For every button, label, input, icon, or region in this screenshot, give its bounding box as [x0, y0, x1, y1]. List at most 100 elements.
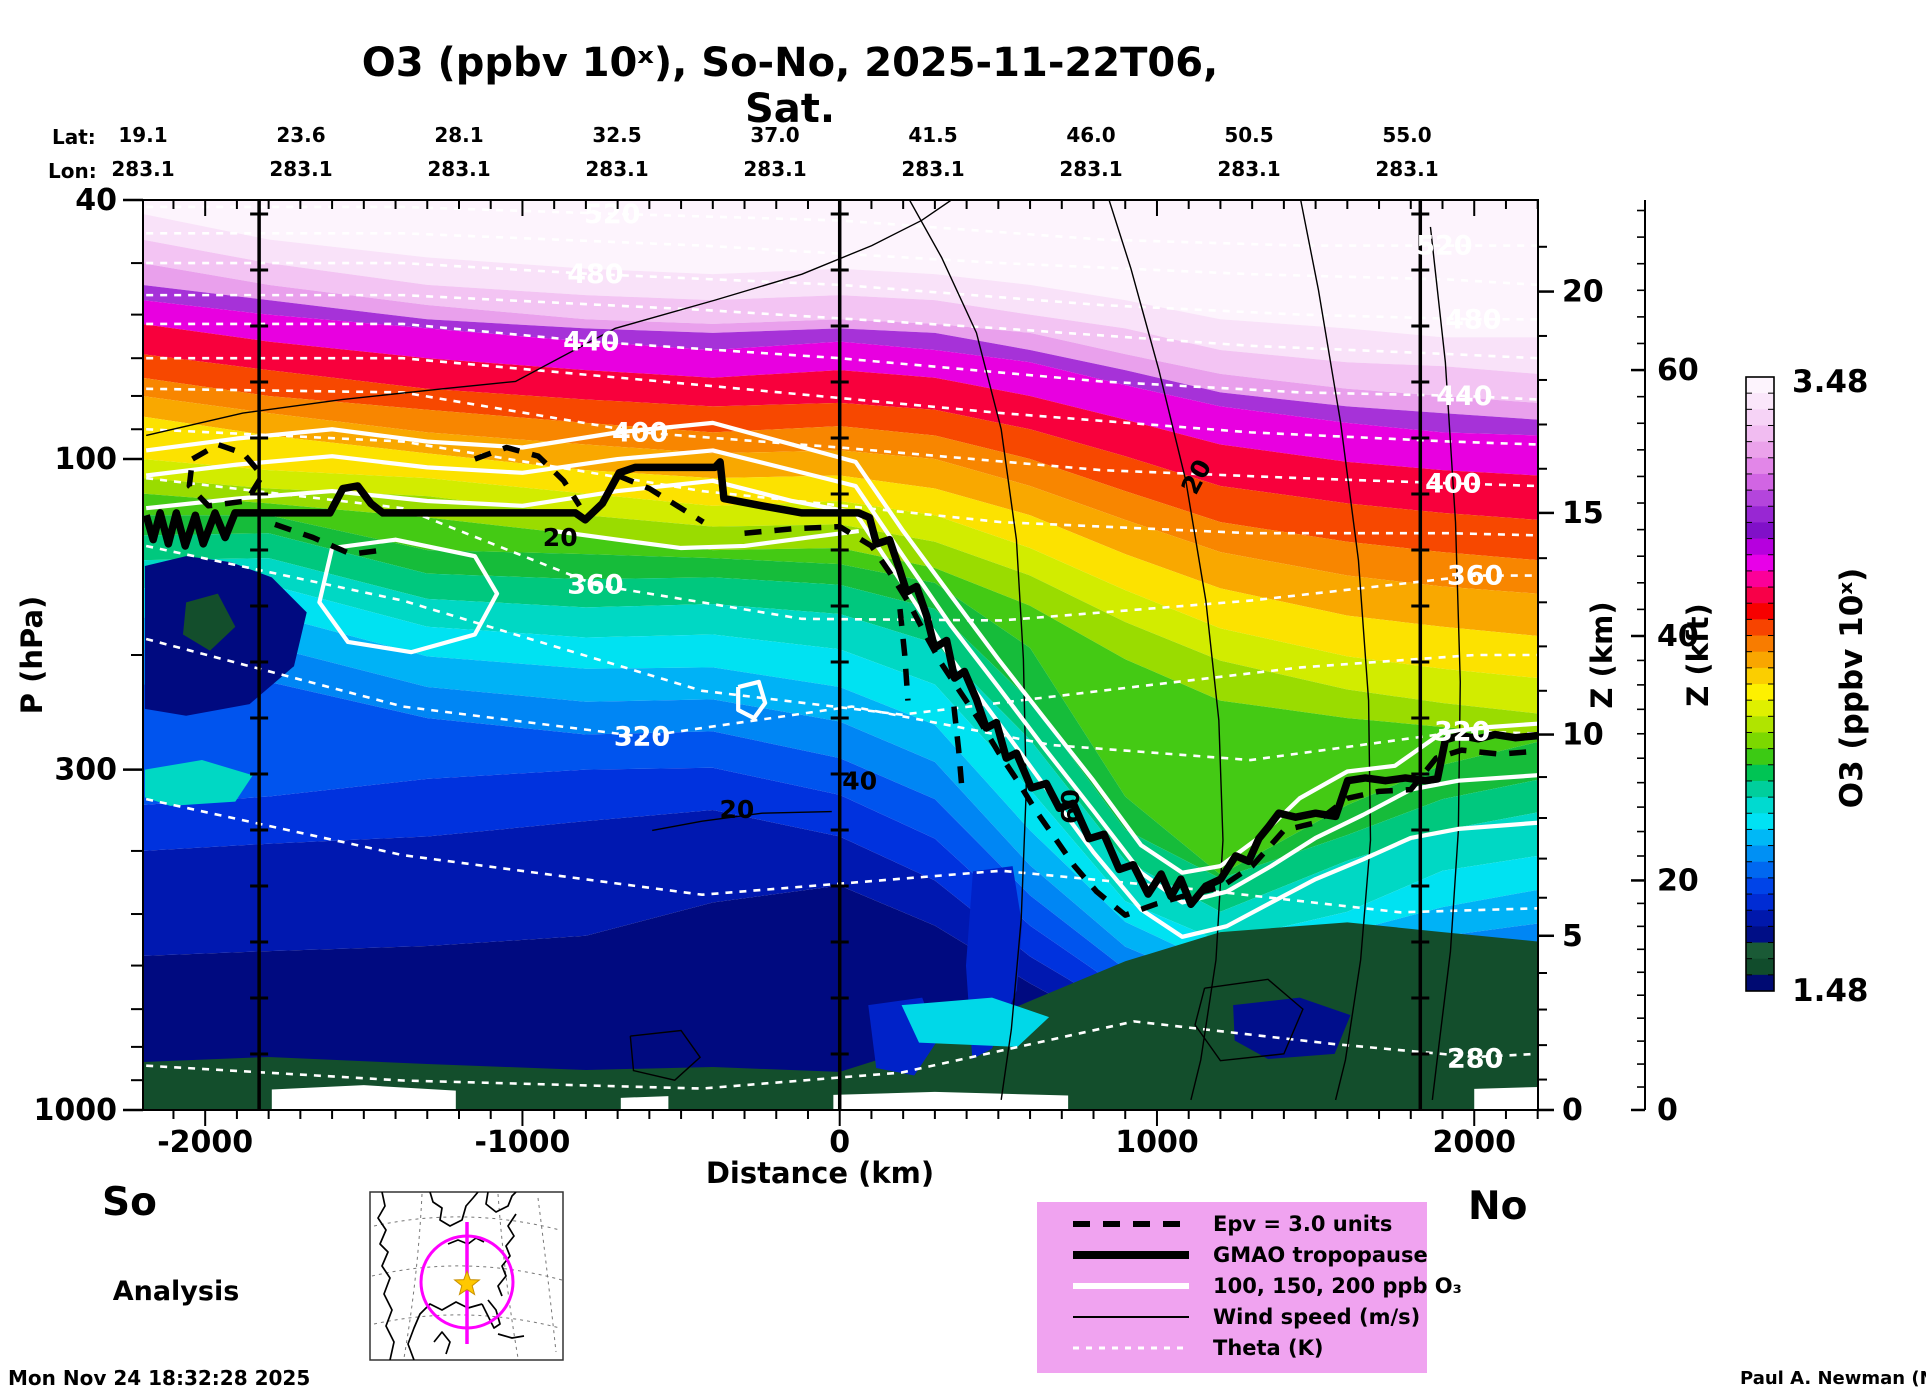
o3-ppb-contour	[145, 448, 1538, 905]
epv-contour	[473, 444, 582, 508]
colorbar-cell	[1746, 393, 1774, 410]
colorbar-max-label: 3.48	[1792, 364, 1869, 400]
page-title: O3 (ppbv 10ˣ), So-No, 2025-11-22T06, Sat…	[361, 40, 1219, 132]
colorbar-cell	[1746, 522, 1774, 540]
o3-ppb-contour	[317, 537, 500, 655]
o3-band	[143, 681, 1538, 1030]
colorbar-cell	[1746, 603, 1774, 620]
colorbar-cell	[1746, 538, 1774, 556]
epv-contour	[274, 521, 384, 557]
z-km-tick-label: 5	[1562, 919, 1583, 954]
z-km-tick-label: 0	[1562, 1093, 1583, 1128]
legend-entry: Epv = 3.0 units	[1037, 1209, 1427, 1239]
lon-value: 283.1	[111, 157, 175, 181]
pressure-tick-label: 40	[75, 183, 117, 218]
theta-contour	[146, 293, 1538, 360]
colorbar-title: O3 (ppbv 10ˣ)	[1834, 568, 1870, 809]
colorbar-cell	[1746, 780, 1774, 798]
colorbar-cell	[1746, 700, 1774, 717]
theta-contour	[146, 387, 1538, 488]
map-graticule	[371, 1265, 563, 1281]
theta-contour	[146, 231, 1538, 287]
legend-entry: Wind speed (m/s)	[1037, 1302, 1427, 1332]
axes: 40 100 300 1000 -2000 -1000 0 1000 2000 0 5 10 15 20 0…	[34, 183, 1699, 1160]
colorbar-cell	[1746, 748, 1774, 766]
o3-band	[143, 263, 1538, 420]
lat-value: 28.1	[434, 123, 484, 147]
theta-contour	[146, 427, 1538, 537]
wind-speed-contour	[1300, 200, 1372, 1101]
epv-contour	[744, 523, 1538, 918]
colorbar-cell	[1746, 587, 1774, 604]
legend-sample-dashed-black	[1073, 1221, 1189, 1227]
z-km-tick-label: 15	[1562, 496, 1604, 531]
lat-value: 19.1	[118, 123, 168, 147]
lat-value: 41.5	[908, 123, 958, 147]
z-km-axis-title: Z (km)	[1585, 601, 1619, 708]
map-coastline	[407, 1301, 483, 1360]
lon-value: 283.1	[1059, 157, 1123, 181]
o3-band	[143, 416, 1538, 679]
lon-value: 283.1	[269, 157, 333, 181]
colorbar-cell	[1746, 716, 1774, 733]
colorbar-cell	[1746, 490, 1774, 507]
colorbar-cell	[1746, 506, 1774, 523]
z-kft-axis-title: Z (kft)	[1681, 603, 1715, 706]
colorbar-cell	[1746, 829, 1774, 847]
lon-value: 283.1	[743, 157, 807, 181]
legend-sample-thick-black	[1073, 1251, 1189, 1259]
colorbar-cell	[1746, 942, 1774, 960]
theta-contour	[145, 797, 1538, 914]
colorbar-cell	[1746, 377, 1774, 394]
colorbar-cell	[1746, 958, 1774, 976]
lon-prefix-label: Lon:	[48, 159, 97, 183]
colorbar-cell	[1746, 554, 1774, 572]
colorbar-cell	[1746, 457, 1774, 475]
o3-band	[143, 284, 1538, 436]
colorbar-cell	[1746, 926, 1774, 944]
colorbar-cell	[1746, 877, 1774, 895]
lon-value: 283.1	[427, 157, 491, 181]
boundary-layer-band	[143, 922, 1538, 1110]
map-graticule	[537, 1197, 557, 1353]
lon-value: 283.1	[1375, 157, 1439, 181]
colorbar-cell	[1746, 635, 1774, 653]
credit: Paul A. Newman (NASA	[1740, 1368, 1926, 1389]
o3-band	[143, 396, 1538, 636]
map-graticule	[373, 1216, 561, 1231]
inset-map	[369, 1191, 564, 1361]
lat-value: 37.0	[750, 123, 800, 147]
wind-speed-label: 20	[543, 523, 578, 552]
colorbar-cell	[1746, 813, 1774, 830]
colorbar-cell	[1746, 651, 1774, 669]
distance-tick-label: -2000	[157, 1125, 253, 1160]
field-patch	[182, 593, 236, 651]
lon-value: 283.1	[1217, 157, 1281, 181]
colorbar-cell	[1746, 974, 1774, 992]
theta-contour-label: 440	[1436, 381, 1492, 412]
o3-band	[143, 377, 1538, 594]
cross-section-field: 520 480 440 400 360 320 520 480 440 400 360 320 280 2…	[143, 199, 1538, 1110]
south-endpoint-label: So	[102, 1180, 157, 1225]
o3-band	[143, 300, 1538, 476]
colorbar-cell	[1746, 441, 1774, 459]
lat-value: 50.5	[1224, 123, 1274, 147]
o3-band	[143, 324, 1538, 520]
pressure-tick-label: 100	[54, 442, 117, 477]
colorbar-cell	[1746, 845, 1774, 863]
field-patch	[620, 1096, 669, 1110]
colorbar-cell	[1746, 861, 1774, 879]
lon-value: 283.1	[585, 157, 649, 181]
colorbar-cell	[1746, 473, 1774, 491]
o3-band	[143, 239, 1538, 403]
map-coastline	[433, 1331, 451, 1355]
o3-band	[143, 354, 1538, 561]
theta-contour	[145, 544, 1538, 716]
distance-axis-title: Distance (km)	[706, 1156, 934, 1190]
wind-speed-label: 20	[720, 795, 755, 824]
theta-contour-label: 520	[584, 199, 640, 230]
lat-value: 32.5	[592, 123, 642, 147]
colorbar-cell	[1746, 570, 1774, 588]
